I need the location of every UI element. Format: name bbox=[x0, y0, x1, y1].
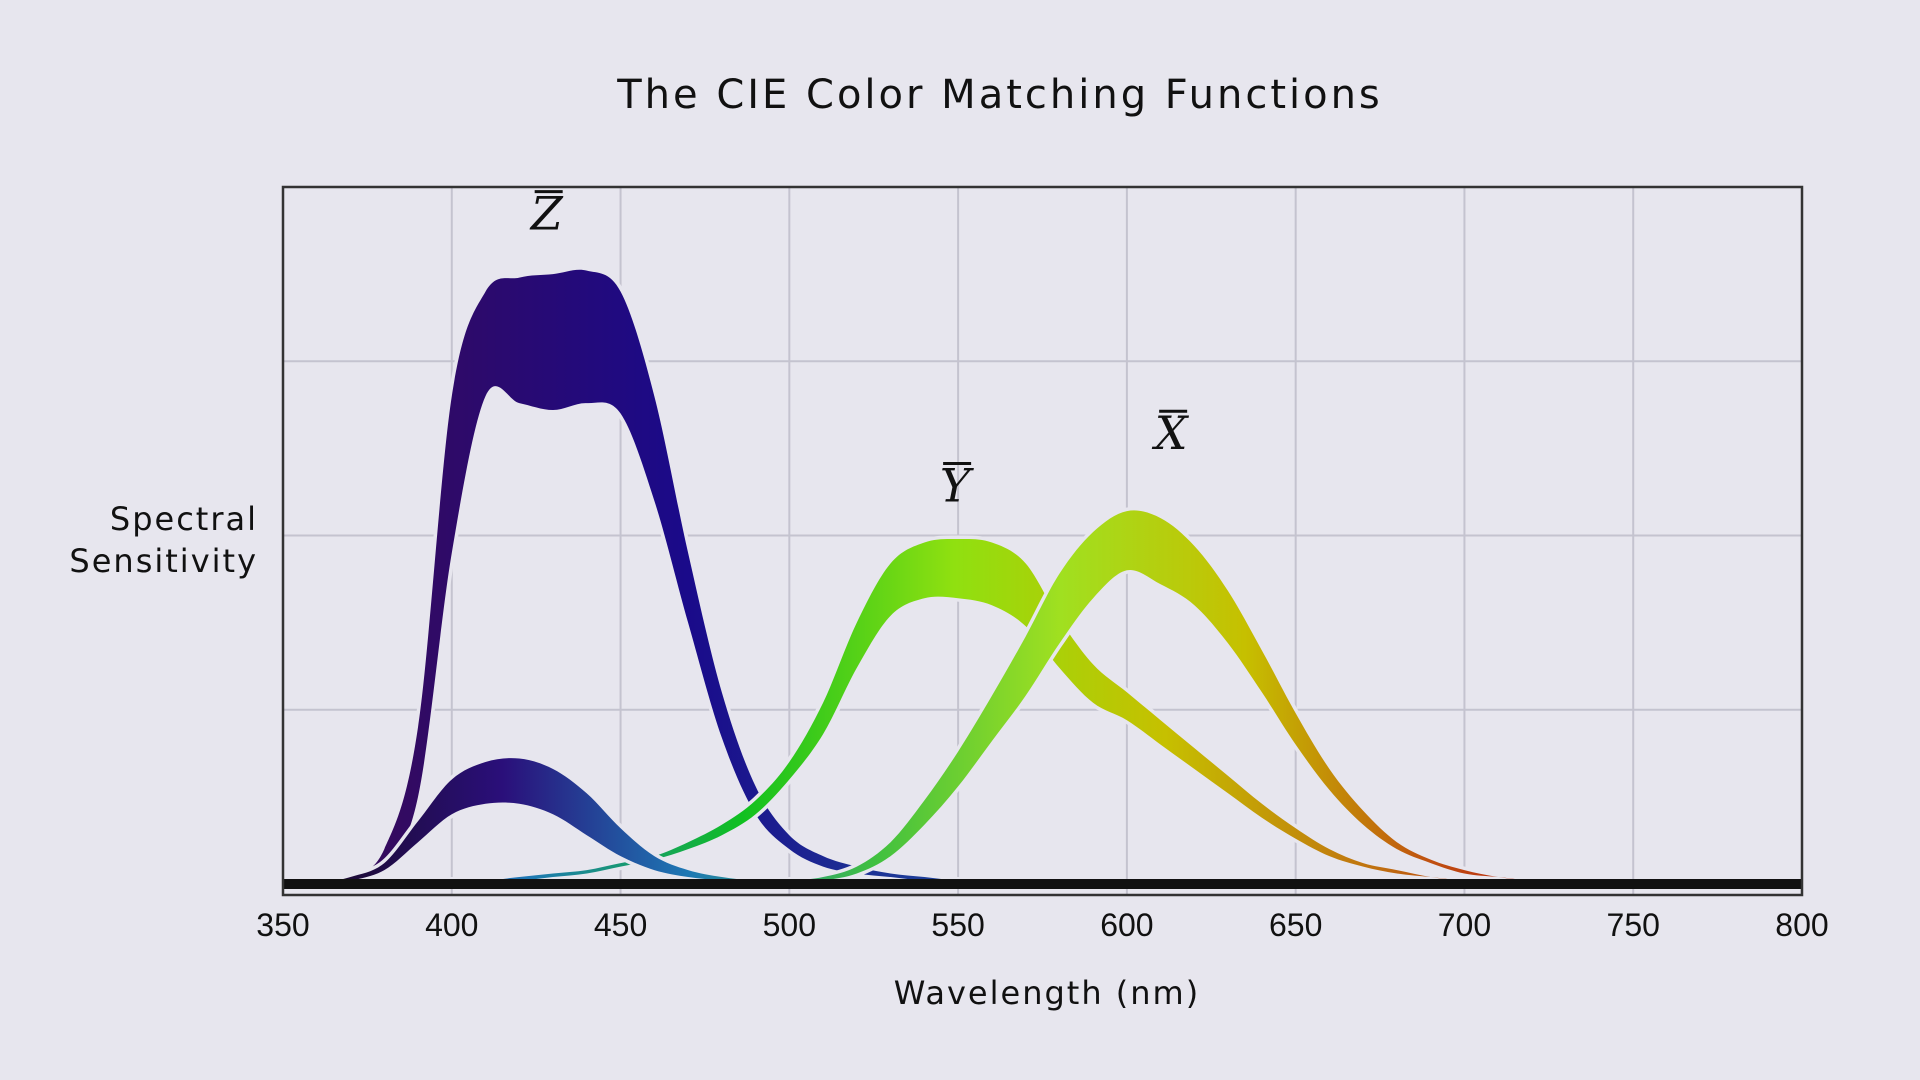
x-tick-label: 550 bbox=[931, 907, 984, 943]
x-tick-label: 450 bbox=[594, 907, 647, 943]
series-labels: Z Y X bbox=[529, 187, 1190, 513]
plot-frame bbox=[281, 185, 1804, 897]
x-tick-label: 600 bbox=[1100, 907, 1153, 943]
x-axis-label: Wavelength (nm) bbox=[894, 974, 1200, 1012]
x-tick-label: 650 bbox=[1269, 907, 1322, 943]
y-axis-label-line1: Spectral bbox=[110, 500, 258, 538]
chart-title: The CIE Color Matching Functions bbox=[616, 72, 1383, 118]
series-label-y: Y bbox=[940, 459, 975, 513]
x-tick-label: 350 bbox=[256, 907, 309, 943]
x-tick-labels: 350 400 450 500 550 600 650 700 750 800 bbox=[256, 907, 1828, 943]
y-axis-label: Spectral Sensitivity bbox=[69, 500, 258, 580]
series-band-x bbox=[313, 506, 1806, 888]
series-label-letter: X bbox=[1152, 406, 1190, 460]
x-tick-label: 400 bbox=[425, 907, 478, 943]
x-tick-label: 800 bbox=[1775, 907, 1828, 943]
y-axis-label-line2: Sensitivity bbox=[69, 542, 258, 580]
series-label-z: Z bbox=[529, 187, 564, 241]
series-label-x: X bbox=[1152, 406, 1190, 460]
series-label-letter: Y bbox=[940, 459, 975, 513]
x-tick-label: 700 bbox=[1438, 907, 1491, 943]
series-label-letter: Z bbox=[529, 187, 564, 241]
x-tick-label: 500 bbox=[763, 907, 816, 943]
x-tick-label: 750 bbox=[1607, 907, 1660, 943]
